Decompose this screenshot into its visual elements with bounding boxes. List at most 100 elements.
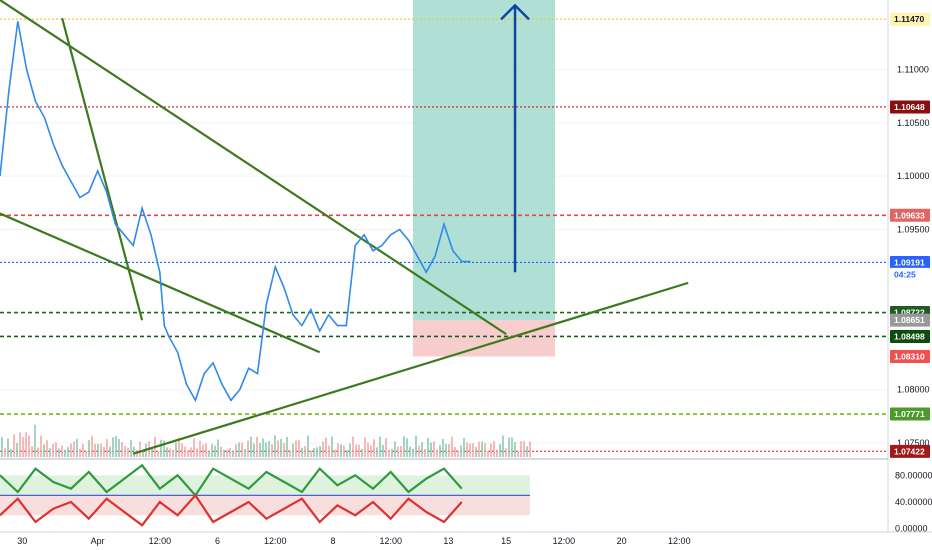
volume-bar (391, 448, 393, 457)
volume-bar (346, 450, 348, 457)
time-tick-label: 12:00 (149, 536, 172, 546)
arrow-head (500, 3, 530, 21)
volume-bar (163, 440, 165, 457)
price-axis[interactable]: 1.11000 1.10500 1.10000 1.09500 1.08000 1.075… (890, 12, 930, 458)
level-tag-label: 04:25 (894, 269, 916, 279)
volume-bar (349, 443, 351, 457)
time-axis[interactable]: 30 Apr 12:00 6 12:00 8 12:00 13 15 12:00 20 12:00 (0, 531, 932, 546)
volume-bar (82, 443, 84, 457)
volume-bar (340, 444, 342, 457)
time-tick-label: Apr (91, 536, 105, 546)
oscillator-tick-label: 40.00000 (895, 497, 932, 507)
oscillator-axis[interactable]: 80.00000 40.00000 0.00000 (895, 470, 932, 533)
price-tick-label: 1.10500 (897, 118, 930, 128)
level-tag-label: 1.09191 (894, 257, 925, 267)
volume-bar (211, 443, 213, 457)
volume-bar (262, 438, 264, 457)
volume-bar (118, 439, 120, 457)
oscillator-tick-label: 0.00000 (895, 524, 928, 534)
volume-bar (406, 438, 408, 457)
target-arrow[interactable] (500, 3, 530, 273)
volume-bar (16, 443, 18, 457)
volume-bar (370, 445, 372, 457)
volume-bar (451, 436, 453, 457)
volume-bar (484, 443, 486, 457)
volume-bar (127, 447, 129, 457)
volume-bar (193, 438, 195, 457)
volume-bar (214, 445, 216, 457)
volume-bar (7, 438, 9, 457)
volume-bar (280, 438, 282, 457)
time-tick-label: 30 (17, 536, 27, 546)
level-tag-label: 1.09633 (894, 210, 925, 220)
volume-bar (85, 450, 87, 457)
volume-bar (424, 449, 426, 457)
volume-bar (322, 441, 324, 457)
volume-bar (139, 441, 141, 457)
volume-bar (205, 443, 207, 457)
volume-bar (520, 441, 522, 457)
volume-bar (184, 446, 186, 457)
level-tag (890, 350, 930, 364)
volume-bar (49, 448, 51, 457)
volume-bar (70, 443, 72, 457)
oscillator-lower-band (0, 495, 530, 516)
volume-bar (130, 440, 132, 457)
volume-bar (55, 442, 57, 457)
volume-bar (112, 437, 114, 457)
volume-bar (34, 424, 36, 457)
volume-bar (274, 435, 276, 457)
time-tick-label: 12:00 (553, 536, 576, 546)
volume-bar (427, 437, 429, 457)
horizontal-levels[interactable] (0, 18, 888, 452)
volume-bar (433, 441, 435, 457)
volume-bar (28, 435, 30, 457)
oscillator-upper-band (0, 475, 530, 496)
volume-bar (325, 437, 327, 457)
volume-bar (334, 449, 336, 457)
volume-bar (91, 435, 93, 457)
volume-bar (40, 435, 42, 457)
volume-bar (256, 436, 258, 457)
level-tag-label: 1.08498 (894, 331, 925, 341)
level-tag (890, 267, 930, 281)
volume-bar (172, 449, 174, 457)
volume-bar (31, 446, 33, 457)
level-tag-label: 1.10648 (894, 102, 925, 112)
zone-profit (412, 0, 555, 321)
position-zones[interactable] (412, 0, 555, 357)
volume-bar (247, 440, 249, 457)
level-tag (890, 255, 930, 269)
level-tag (890, 208, 930, 222)
volume-bar (4, 447, 6, 457)
volume-bar (88, 440, 90, 457)
volume-bar (517, 450, 519, 457)
volume-bar (385, 438, 387, 457)
volume-bar (436, 449, 438, 457)
volume-bar (430, 442, 432, 457)
volume-bar (97, 443, 99, 457)
price-tick-label: 1.10000 (897, 171, 930, 181)
trendline (0, 212, 321, 354)
volume-bar (271, 443, 273, 457)
volume-bar (283, 442, 285, 457)
time-tick-label: 13 (443, 536, 453, 546)
volume-bar (331, 436, 333, 457)
volume-bar (106, 439, 108, 457)
volume-bar (352, 436, 354, 457)
level-tag-label: 1.07422 (894, 446, 925, 456)
level-tag-label: 1.08722 (894, 308, 925, 318)
volume-bar (415, 435, 417, 457)
volume-bar (469, 443, 471, 457)
trendlines[interactable] (0, 0, 689, 455)
volume-bar (187, 449, 189, 457)
volume-bar (292, 443, 294, 457)
volume-bar (460, 445, 462, 457)
volume-bar (466, 442, 468, 457)
volume-bar (307, 435, 309, 457)
volume-bar (52, 443, 54, 457)
volume-bar (220, 446, 222, 457)
time-tick-label: 15 (501, 536, 511, 546)
volume-bar (316, 447, 318, 457)
volume-bar (301, 447, 303, 457)
